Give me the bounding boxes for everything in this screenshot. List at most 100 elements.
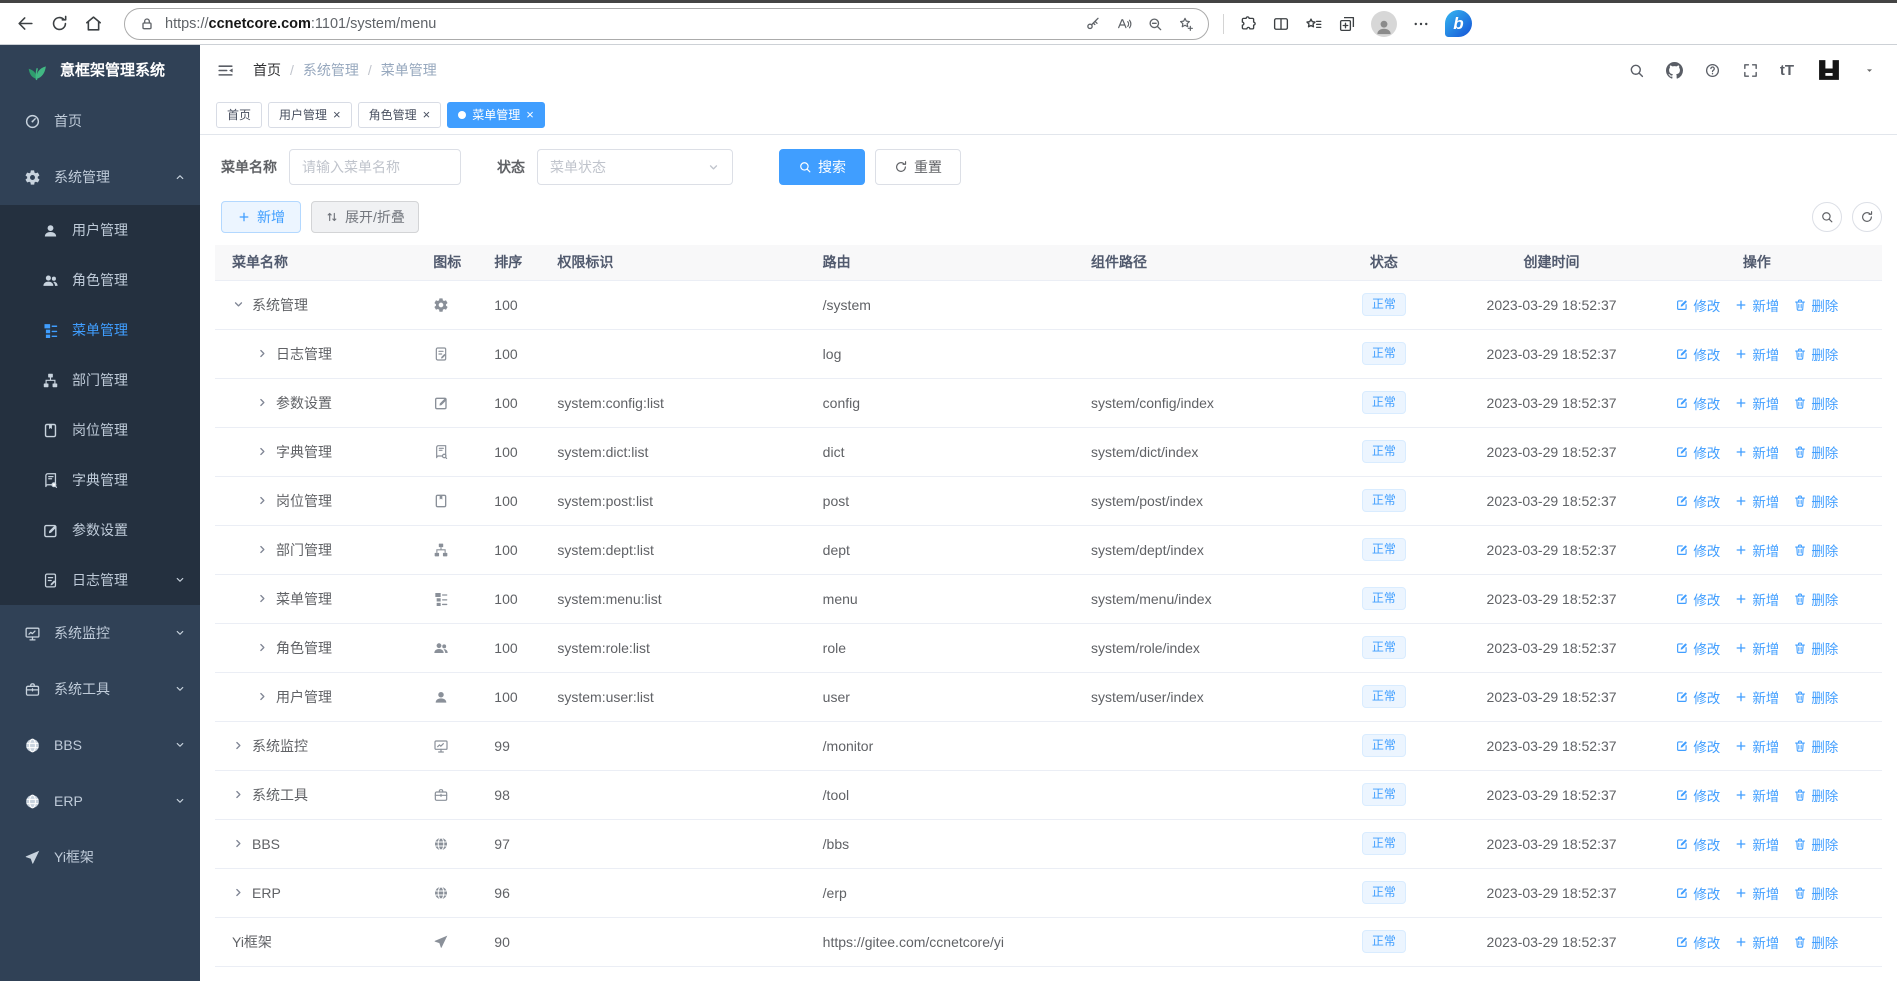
sidebar-item-post[interactable]: 岗位管理 xyxy=(0,405,200,455)
delete-row-link[interactable]: 删除 xyxy=(1793,344,1838,364)
yi-logo[interactable] xyxy=(1815,56,1843,84)
delete-row-link[interactable]: 删除 xyxy=(1793,442,1838,462)
edit-row-link[interactable]: 修改 xyxy=(1675,540,1720,560)
sidebar-item-user[interactable]: 用户管理 xyxy=(0,205,200,255)
delete-row-link[interactable]: 删除 xyxy=(1793,687,1838,707)
help-icon[interactable] xyxy=(1704,62,1721,79)
add-row-link[interactable]: 新增 xyxy=(1734,736,1779,756)
add-row-link[interactable]: 新增 xyxy=(1734,932,1779,952)
app-logo[interactable]: 意框架管理系统 xyxy=(0,45,200,93)
tab-user[interactable]: 用户管理 × xyxy=(268,101,352,128)
sidebar-item-bbs[interactable]: BBS xyxy=(0,717,200,773)
sidebar-item-dept[interactable]: 部门管理 xyxy=(0,355,200,405)
edit-row-link[interactable]: 修改 xyxy=(1675,687,1720,707)
tab-close-icon[interactable]: × xyxy=(526,107,534,122)
add-row-link[interactable]: 新增 xyxy=(1734,540,1779,560)
delete-row-link[interactable]: 删除 xyxy=(1793,589,1838,609)
sidebar-item-erp[interactable]: ERP xyxy=(0,773,200,829)
delete-row-link[interactable]: 删除 xyxy=(1793,393,1838,413)
add-favorite-icon[interactable] xyxy=(1178,16,1194,32)
read-aloud-icon[interactable] xyxy=(1116,16,1132,32)
edit-row-link[interactable]: 修改 xyxy=(1675,491,1720,511)
sidebar-item-role[interactable]: 角色管理 xyxy=(0,255,200,305)
edit-row-link[interactable]: 修改 xyxy=(1675,736,1720,756)
edit-row-link[interactable]: 修改 xyxy=(1675,834,1720,854)
tab-close-icon[interactable]: × xyxy=(422,107,431,122)
url-text[interactable]: https://ccnetcore.com:1101/system/menu xyxy=(165,15,437,32)
sidebar-item-system[interactable]: 系统管理 xyxy=(0,149,200,205)
user-dropdown-caret-icon[interactable] xyxy=(1864,65,1875,76)
add-row-link[interactable]: 新增 xyxy=(1734,295,1779,315)
browser-home-button[interactable] xyxy=(76,8,110,40)
edit-row-link[interactable]: 修改 xyxy=(1675,638,1720,658)
delete-row-link[interactable]: 删除 xyxy=(1793,883,1838,903)
browser-back-button[interactable] xyxy=(8,8,42,40)
add-button[interactable]: 新增 xyxy=(221,201,301,233)
split-screen-icon[interactable] xyxy=(1272,15,1290,33)
add-row-link[interactable]: 新增 xyxy=(1734,344,1779,364)
add-row-link[interactable]: 新增 xyxy=(1734,393,1779,413)
status-select[interactable]: 菜单状态 xyxy=(537,149,733,185)
search-button[interactable]: 搜索 xyxy=(779,149,865,185)
tab-menu[interactable]: 菜单管理 × xyxy=(447,101,545,128)
sidebar-item-menu[interactable]: 菜单管理 xyxy=(0,305,200,355)
browser-refresh-button[interactable] xyxy=(42,8,76,40)
edit-row-link[interactable]: 修改 xyxy=(1675,589,1720,609)
add-row-link[interactable]: 新增 xyxy=(1734,687,1779,707)
add-row-link[interactable]: 新增 xyxy=(1734,883,1779,903)
add-row-link[interactable]: 新增 xyxy=(1734,491,1779,511)
address-bar[interactable]: https://ccnetcore.com:1101/system/menu xyxy=(124,7,1209,40)
sidebar-item-dict[interactable]: 字典管理 xyxy=(0,455,200,505)
text-size-button[interactable]: tT xyxy=(1779,61,1794,79)
tab-home[interactable]: 首页 xyxy=(216,101,263,128)
edit-row-link[interactable]: 修改 xyxy=(1675,932,1720,952)
zoom-out-icon[interactable] xyxy=(1147,16,1163,32)
header-search-icon[interactable] xyxy=(1628,62,1645,79)
password-key-icon[interactable] xyxy=(1085,16,1101,32)
fullscreen-icon[interactable] xyxy=(1742,62,1759,79)
sidebar-collapse-button[interactable] xyxy=(216,61,235,80)
breadcrumb-item[interactable]: 系统管理 xyxy=(302,62,359,78)
expand-collapse-button[interactable]: 展开/折叠 xyxy=(311,201,419,233)
extensions-icon[interactable] xyxy=(1239,15,1257,33)
edit-row-link[interactable]: 修改 xyxy=(1675,883,1720,903)
table-search-button[interactable] xyxy=(1812,202,1842,232)
edit-row-link[interactable]: 修改 xyxy=(1675,393,1720,413)
edit-row-link[interactable]: 修改 xyxy=(1675,295,1720,315)
delete-row-link[interactable]: 删除 xyxy=(1793,785,1838,805)
breadcrumb-item[interactable]: 首页 xyxy=(253,62,281,78)
favorites-icon[interactable] xyxy=(1305,15,1323,33)
bing-copilot-button[interactable]: b xyxy=(1445,10,1472,37)
tab-close-icon[interactable]: × xyxy=(333,107,341,122)
add-row-link[interactable]: 新增 xyxy=(1734,589,1779,609)
delete-row-link[interactable]: 删除 xyxy=(1793,736,1838,756)
browser-profile-button[interactable] xyxy=(1371,10,1397,37)
edit-row-link[interactable]: 修改 xyxy=(1675,344,1720,364)
sidebar-item-log[interactable]: 日志管理 xyxy=(0,555,200,605)
sidebar-item-monitor[interactable]: 系统监控 xyxy=(0,605,200,661)
github-icon[interactable] xyxy=(1666,62,1683,79)
tab-role[interactable]: 角色管理 × xyxy=(357,101,442,128)
delete-row-link[interactable]: 删除 xyxy=(1793,834,1838,854)
edit-row-link[interactable]: 修改 xyxy=(1675,442,1720,462)
browser-menu-icon[interactable] xyxy=(1412,15,1430,33)
delete-row-link[interactable]: 删除 xyxy=(1793,638,1838,658)
reset-button[interactable]: 重置 xyxy=(875,149,961,185)
cell-path: /monitor xyxy=(805,721,1074,771)
table-refresh-button[interactable] xyxy=(1852,202,1882,232)
edit-row-link[interactable]: 修改 xyxy=(1675,785,1720,805)
sidebar-item-config[interactable]: 参数设置 xyxy=(0,505,200,555)
delete-row-link[interactable]: 删除 xyxy=(1793,932,1838,952)
add-row-link[interactable]: 新增 xyxy=(1734,785,1779,805)
add-row-link[interactable]: 新增 xyxy=(1734,834,1779,854)
menu-name-input[interactable] xyxy=(289,149,461,185)
delete-row-link[interactable]: 删除 xyxy=(1793,491,1838,511)
collections-icon[interactable] xyxy=(1338,15,1356,33)
sidebar-item-yi[interactable]: Yi框架 xyxy=(0,829,200,885)
delete-row-link[interactable]: 删除 xyxy=(1793,540,1838,560)
add-row-link[interactable]: 新增 xyxy=(1734,638,1779,658)
add-row-link[interactable]: 新增 xyxy=(1734,442,1779,462)
sidebar-item-home[interactable]: 首页 xyxy=(0,93,200,149)
delete-row-link[interactable]: 删除 xyxy=(1793,295,1838,315)
sidebar-item-tool[interactable]: 系统工具 xyxy=(0,661,200,717)
